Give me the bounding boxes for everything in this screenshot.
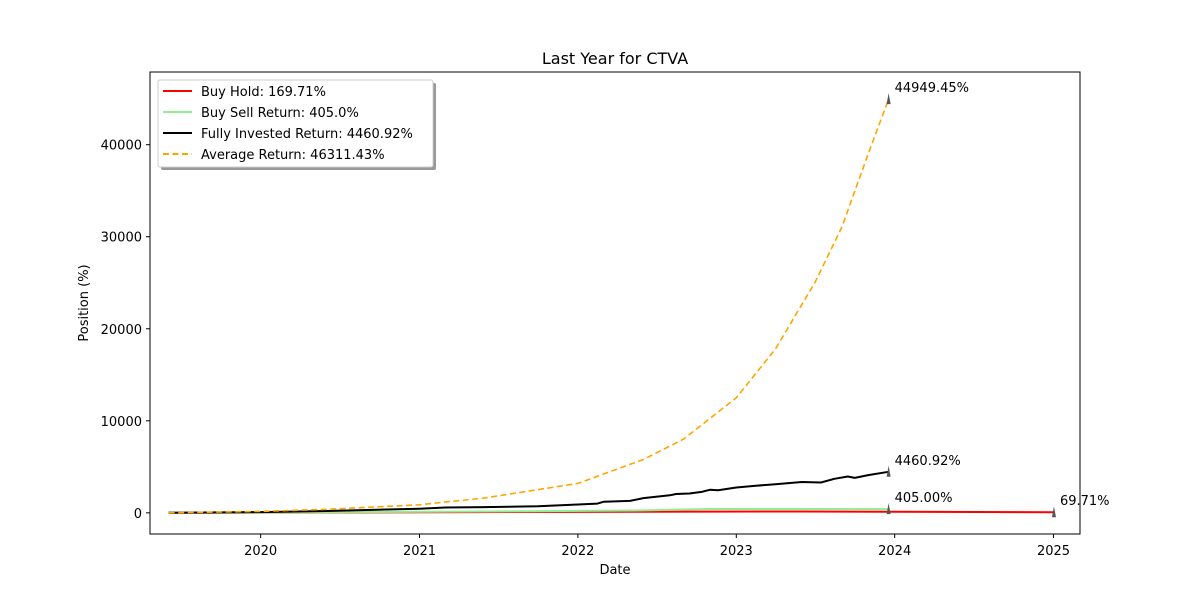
series-line-2 <box>168 470 889 514</box>
annotation-marker <box>1051 506 1056 518</box>
annotation-marker <box>886 465 891 477</box>
x-tick-label: 2020 <box>244 544 277 559</box>
series-line-1 <box>168 508 889 514</box>
y-tick-label: 40000 <box>101 139 142 154</box>
annotation-label: 69.71% <box>1060 494 1110 509</box>
x-axis-label: Date <box>599 563 630 578</box>
x-tick-label: 2024 <box>878 544 911 559</box>
y-tick-label: 30000 <box>101 231 142 246</box>
x-tick-label: 2021 <box>403 544 436 559</box>
annotation-marker <box>886 503 891 515</box>
plot-area: 44949.45% 4460.92% 405.00% 69.71% <box>168 81 1110 518</box>
annotation-label: 4460.92% <box>895 454 961 469</box>
legend: Buy Hold: 169.71% Buy Sell Return: 405.0%… <box>157 79 436 170</box>
legend-label: Buy Sell Return: 405.0% <box>201 106 359 121</box>
legend-label: Fully Invested Return: 4460.92% <box>201 127 413 142</box>
annotation-label: 44949.45% <box>895 81 969 96</box>
chart-title: Last Year for CTVA <box>542 49 688 68</box>
x-tick-label: 2025 <box>1037 544 1070 559</box>
legend-label: Buy Hold: 169.71% <box>201 85 326 100</box>
y-tick-label: 20000 <box>101 323 142 338</box>
axes-frame <box>149 71 1081 535</box>
annotation-label: 405.00% <box>895 491 953 506</box>
x-axis: 2020 2021 2022 2023 2024 2025 <box>244 534 1070 559</box>
annotation-marker <box>886 93 891 105</box>
y-axis-label: Position (%) <box>77 264 92 341</box>
x-tick-label: 2023 <box>720 544 753 559</box>
x-tick-label: 2022 <box>561 544 594 559</box>
series-line-3 <box>168 98 890 514</box>
y-axis: 0 10000 20000 30000 40000 <box>101 139 150 522</box>
y-tick-label: 0 <box>134 507 142 522</box>
legend-label: Average Return: 46311.43% <box>201 148 385 163</box>
y-tick-label: 10000 <box>101 415 142 430</box>
legend-box <box>157 79 434 168</box>
